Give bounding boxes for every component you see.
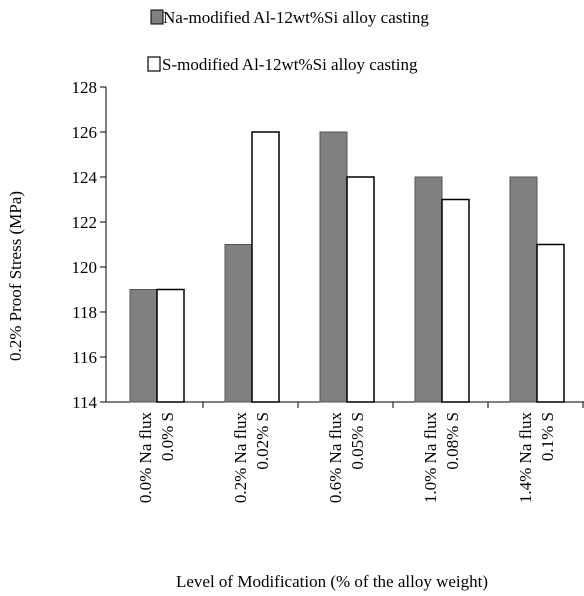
bars bbox=[130, 132, 564, 402]
x-tick-label: 0.1% S bbox=[538, 412, 557, 461]
legend-swatch-s bbox=[148, 57, 160, 71]
y-tick-label: 116 bbox=[72, 348, 97, 367]
x-tick-label: 0.08% S bbox=[443, 412, 462, 470]
x-tick-label: 0.0% S bbox=[158, 412, 177, 461]
bar-s-modified bbox=[537, 245, 564, 403]
y-tick-label: 120 bbox=[72, 258, 98, 277]
legend-label-na: Na-modified Al-12wt%Si alloy casting bbox=[163, 8, 429, 27]
bar-na-modified bbox=[130, 290, 157, 403]
x-tick-label: 0.05% S bbox=[348, 412, 367, 470]
y-tick-label: 124 bbox=[72, 168, 98, 187]
y-tick-label: 126 bbox=[72, 123, 98, 142]
x-tick-label: 1.0% Na flux bbox=[421, 412, 440, 504]
x-axis bbox=[106, 402, 584, 408]
y-tick-label: 122 bbox=[72, 213, 98, 232]
bar-s-modified bbox=[252, 132, 279, 402]
bar-s-modified bbox=[157, 290, 184, 403]
legend-label-s: S-modified Al-12wt%Si alloy casting bbox=[162, 55, 418, 74]
legend-swatch-na bbox=[151, 10, 163, 24]
y-tick-label: 118 bbox=[72, 303, 97, 322]
bar-na-modified bbox=[225, 245, 252, 403]
bar-s-modified bbox=[442, 200, 469, 403]
bar-na-modified bbox=[415, 177, 442, 402]
category-labels: 0.0% Na flux 0.0% S 0.2% Na flux 0.02% S 0.6… bbox=[136, 412, 557, 504]
legend: Na-modified Al-12wt%Si alloy casting S-m… bbox=[148, 8, 429, 74]
x-tick-label: 1.4% Na flux bbox=[516, 412, 535, 504]
y-axis: 114 116 118 120 122 124 126 128 bbox=[72, 78, 107, 412]
x-tick-label: 0.0% Na flux bbox=[136, 412, 155, 504]
y-tick-label: 128 bbox=[72, 78, 98, 97]
x-tick-label: 0.02% S bbox=[253, 412, 272, 470]
bar-na-modified bbox=[320, 132, 347, 402]
x-tick-label: 0.2% Na flux bbox=[231, 412, 250, 504]
bar-s-modified bbox=[347, 177, 374, 402]
y-tick-label: 114 bbox=[72, 393, 97, 412]
x-axis-label: Level of Modification (% of the alloy we… bbox=[176, 572, 488, 591]
bar-na-modified bbox=[510, 177, 537, 402]
x-tick-label: 0.6% Na flux bbox=[326, 412, 345, 504]
y-axis-label: 0.2% Proof Stress (MPa) bbox=[6, 191, 25, 361]
